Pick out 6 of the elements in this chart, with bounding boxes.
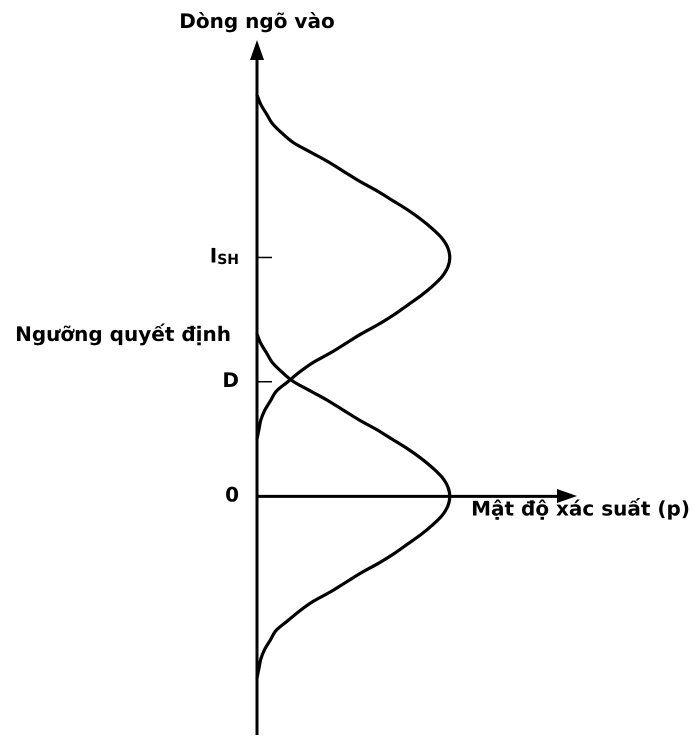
y-tick-label: D: [222, 368, 240, 392]
x-axis-title: Mật độ xác suất (p): [471, 496, 690, 521]
y-tick-label: 0: [225, 482, 240, 507]
text: Ngưỡng quyết định: [15, 322, 232, 346]
y-tick-label: ISH: [210, 244, 240, 268]
y-axis-title: Dòng ngõ vào: [179, 9, 335, 33]
